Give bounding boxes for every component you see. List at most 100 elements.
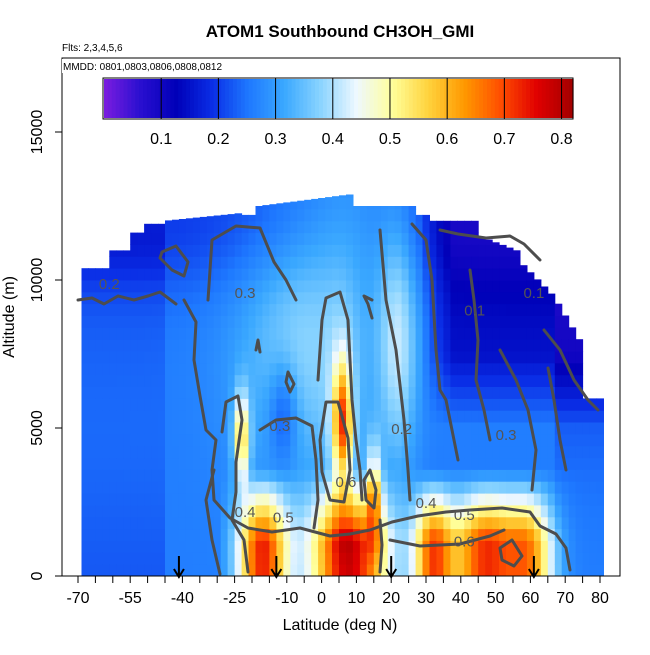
heatmap-cell (429, 433, 437, 447)
colorbar-cell (365, 79, 371, 118)
heatmap-cell (255, 445, 263, 459)
colorbar-cell (315, 79, 320, 118)
heatmap-cell (394, 386, 403, 399)
heatmap-cell (269, 552, 277, 565)
colorbar-cell (494, 79, 500, 118)
heatmap-cell (478, 327, 486, 340)
heatmap-cell (116, 386, 124, 399)
colorbar-cell (303, 79, 308, 118)
heatmap-cell (554, 552, 563, 565)
heatmap-cell (95, 469, 103, 482)
heatmap-cell (290, 201, 298, 210)
heatmap-cell (359, 410, 368, 423)
contour-line (182, 298, 572, 572)
heatmap-cell (352, 552, 361, 565)
heatmap-cell (415, 398, 424, 411)
heatmap-cell (520, 552, 528, 565)
heatmap-cell (359, 374, 368, 387)
heatmap-cell (318, 303, 326, 316)
heatmap-cell (450, 540, 458, 553)
heatmap-cell (283, 209, 291, 222)
heatmap-cell (568, 552, 577, 565)
heatmap-cell (178, 244, 187, 257)
heatmap-cell (415, 291, 424, 305)
heatmap-cell (596, 469, 604, 482)
heatmap-cell (387, 362, 396, 376)
heatmap-cell (359, 469, 368, 482)
heatmap-cell (464, 457, 472, 470)
heatmap-cell (366, 505, 375, 518)
heatmap-cell (339, 564, 347, 576)
heatmap-cell (499, 339, 507, 352)
heatmap-cell (478, 493, 486, 506)
heatmap-cell (513, 552, 521, 565)
heatmap-cell (255, 351, 263, 364)
heatmap-cell (206, 457, 215, 470)
heatmap-cell (192, 220, 201, 234)
heatmap-cell (276, 516, 284, 530)
heatmap-cell (304, 209, 312, 222)
heatmap-cell (533, 528, 542, 541)
heatmap-cell (346, 516, 354, 530)
heatmap-cell (276, 410, 284, 423)
heatmap-cell (88, 268, 96, 281)
heatmap-cell (346, 315, 354, 328)
heatmap-cell (394, 232, 403, 245)
heatmap-cell (227, 505, 236, 518)
heatmap-cell (220, 374, 229, 387)
heatmap-cell (151, 552, 159, 565)
heatmap-cell (513, 493, 521, 506)
heatmap-cell (429, 564, 437, 576)
colorbar-cell (381, 79, 386, 118)
heatmap-cell (192, 505, 201, 518)
heatmap-cell (325, 374, 333, 387)
heatmap-cell (144, 493, 152, 506)
heatmap-cell (582, 398, 591, 411)
heatmap-cell (547, 351, 556, 364)
heatmap-cell (520, 280, 528, 293)
heatmap-cell (151, 268, 159, 281)
heatmap-cell (422, 315, 430, 328)
heatmap-cell (227, 327, 236, 340)
heatmap-cell (276, 339, 284, 352)
colorbar-cell (318, 79, 324, 118)
heatmap-cell (178, 505, 187, 518)
heatmap-cell (283, 398, 291, 411)
heatmap-cell (144, 528, 152, 541)
heatmap-cell (213, 220, 222, 234)
heatmap-cell (596, 445, 604, 459)
heatmap-cell (178, 362, 187, 376)
heatmap-cell (178, 386, 187, 399)
heatmap-cell (178, 422, 187, 435)
heatmap-cell (346, 386, 354, 399)
heatmap-cell (394, 410, 403, 423)
heatmap-cell (485, 493, 493, 506)
heatmap-cell (262, 232, 270, 245)
heatmap-cell (520, 374, 528, 387)
heatmap-cell (130, 351, 138, 364)
heatmap-cell (102, 291, 110, 305)
colorbar-cell (213, 79, 218, 118)
heatmap-cell (408, 362, 417, 376)
colorbar-cell (139, 79, 144, 118)
heatmap-cell (130, 505, 138, 518)
heatmap-cell (192, 268, 201, 281)
heatmap-cell (88, 386, 96, 399)
heatmap-cell (589, 481, 598, 494)
heatmap-cell (457, 374, 465, 387)
heatmap-cell (443, 220, 451, 234)
heatmap-cell (116, 505, 124, 518)
heatmap-cell (185, 469, 194, 482)
heatmap-cell (241, 280, 250, 293)
heatmap-cell (290, 327, 298, 340)
heatmap-cell (561, 469, 570, 482)
heatmap-cell (415, 214, 424, 222)
heatmap-cell (346, 422, 354, 435)
heatmap-cell (144, 516, 152, 530)
contour-line (318, 400, 352, 504)
heatmap-cell (276, 398, 284, 411)
heatmap-cell (540, 327, 549, 340)
heatmap-cell (185, 433, 194, 447)
heatmap-cell (443, 386, 451, 399)
heatmap-cell (575, 493, 584, 506)
